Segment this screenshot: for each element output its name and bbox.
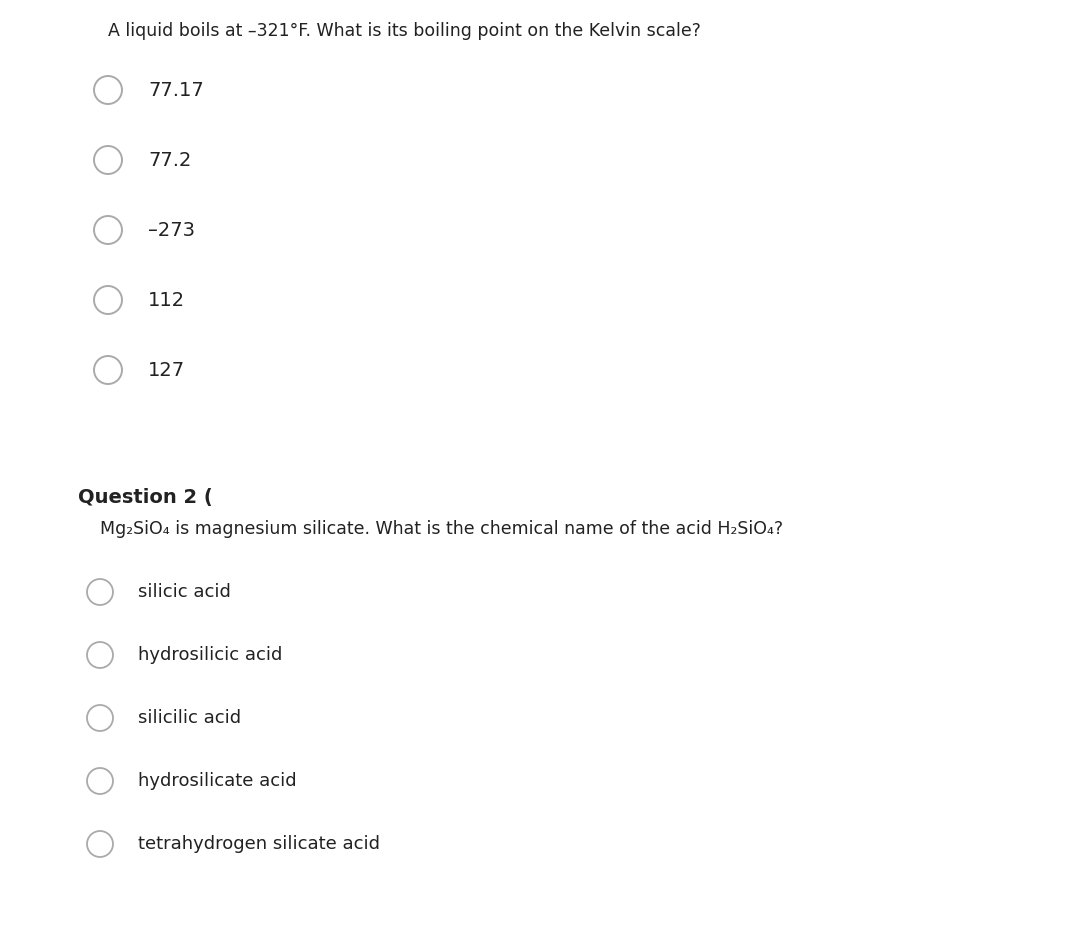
- Text: 77.17: 77.17: [148, 81, 204, 100]
- Text: hydrosilicate acid: hydrosilicate acid: [138, 772, 297, 790]
- Text: 127: 127: [148, 361, 185, 380]
- Text: 77.2: 77.2: [148, 150, 191, 169]
- Text: tetrahydrogen silicate acid: tetrahydrogen silicate acid: [138, 835, 380, 853]
- Circle shape: [94, 356, 122, 384]
- Text: silicilic acid: silicilic acid: [138, 709, 241, 727]
- Text: Question 2 (: Question 2 (: [78, 488, 213, 507]
- Circle shape: [94, 216, 122, 244]
- Text: –273: –273: [148, 221, 195, 240]
- Circle shape: [87, 642, 113, 668]
- Text: hydrosilicic acid: hydrosilicic acid: [138, 646, 282, 664]
- Circle shape: [87, 705, 113, 731]
- Text: A liquid boils at –321°F. What is its boiling point on the Kelvin scale?: A liquid boils at –321°F. What is its bo…: [108, 22, 701, 40]
- Circle shape: [87, 768, 113, 794]
- Circle shape: [87, 579, 113, 605]
- Circle shape: [94, 286, 122, 314]
- Text: silicic acid: silicic acid: [138, 583, 231, 601]
- Circle shape: [94, 76, 122, 104]
- Circle shape: [94, 146, 122, 174]
- Circle shape: [87, 831, 113, 857]
- Text: Mg₂SiO₄ is magnesium silicate. What is the chemical name of the acid H₂SiO₄?: Mg₂SiO₄ is magnesium silicate. What is t…: [100, 520, 783, 538]
- Text: 112: 112: [148, 290, 185, 309]
